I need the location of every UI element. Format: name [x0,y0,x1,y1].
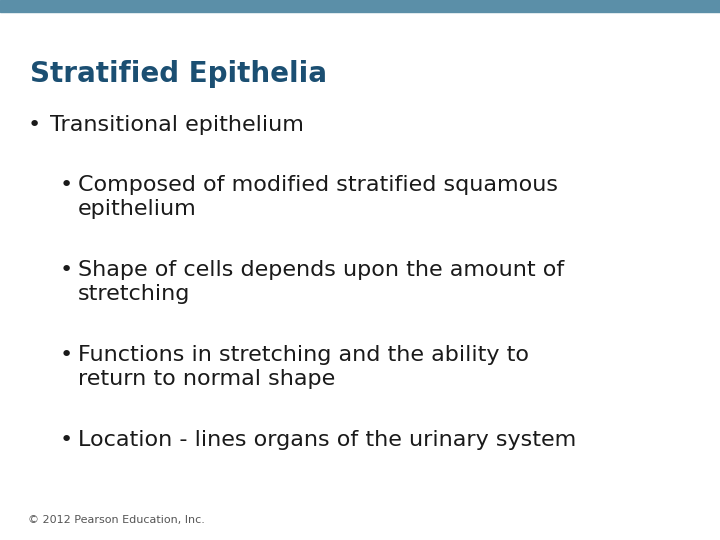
Text: Composed of modified stratified squamous
epithelium: Composed of modified stratified squamous… [78,175,558,219]
Text: •: • [60,260,73,280]
Text: Transitional epithelium: Transitional epithelium [50,115,304,135]
Text: Functions in stretching and the ability to
return to normal shape: Functions in stretching and the ability … [78,345,529,389]
Text: •: • [60,175,73,195]
Text: •: • [28,115,41,135]
Text: •: • [60,430,73,450]
Text: Location - lines organs of the urinary system: Location - lines organs of the urinary s… [78,430,576,450]
Text: © 2012 Pearson Education, Inc.: © 2012 Pearson Education, Inc. [28,515,205,525]
Text: •: • [60,345,73,365]
Text: Shape of cells depends upon the amount of
stretching: Shape of cells depends upon the amount o… [78,260,564,304]
Text: Stratified Epithelia: Stratified Epithelia [30,60,327,88]
Bar [0,0,720,12]
